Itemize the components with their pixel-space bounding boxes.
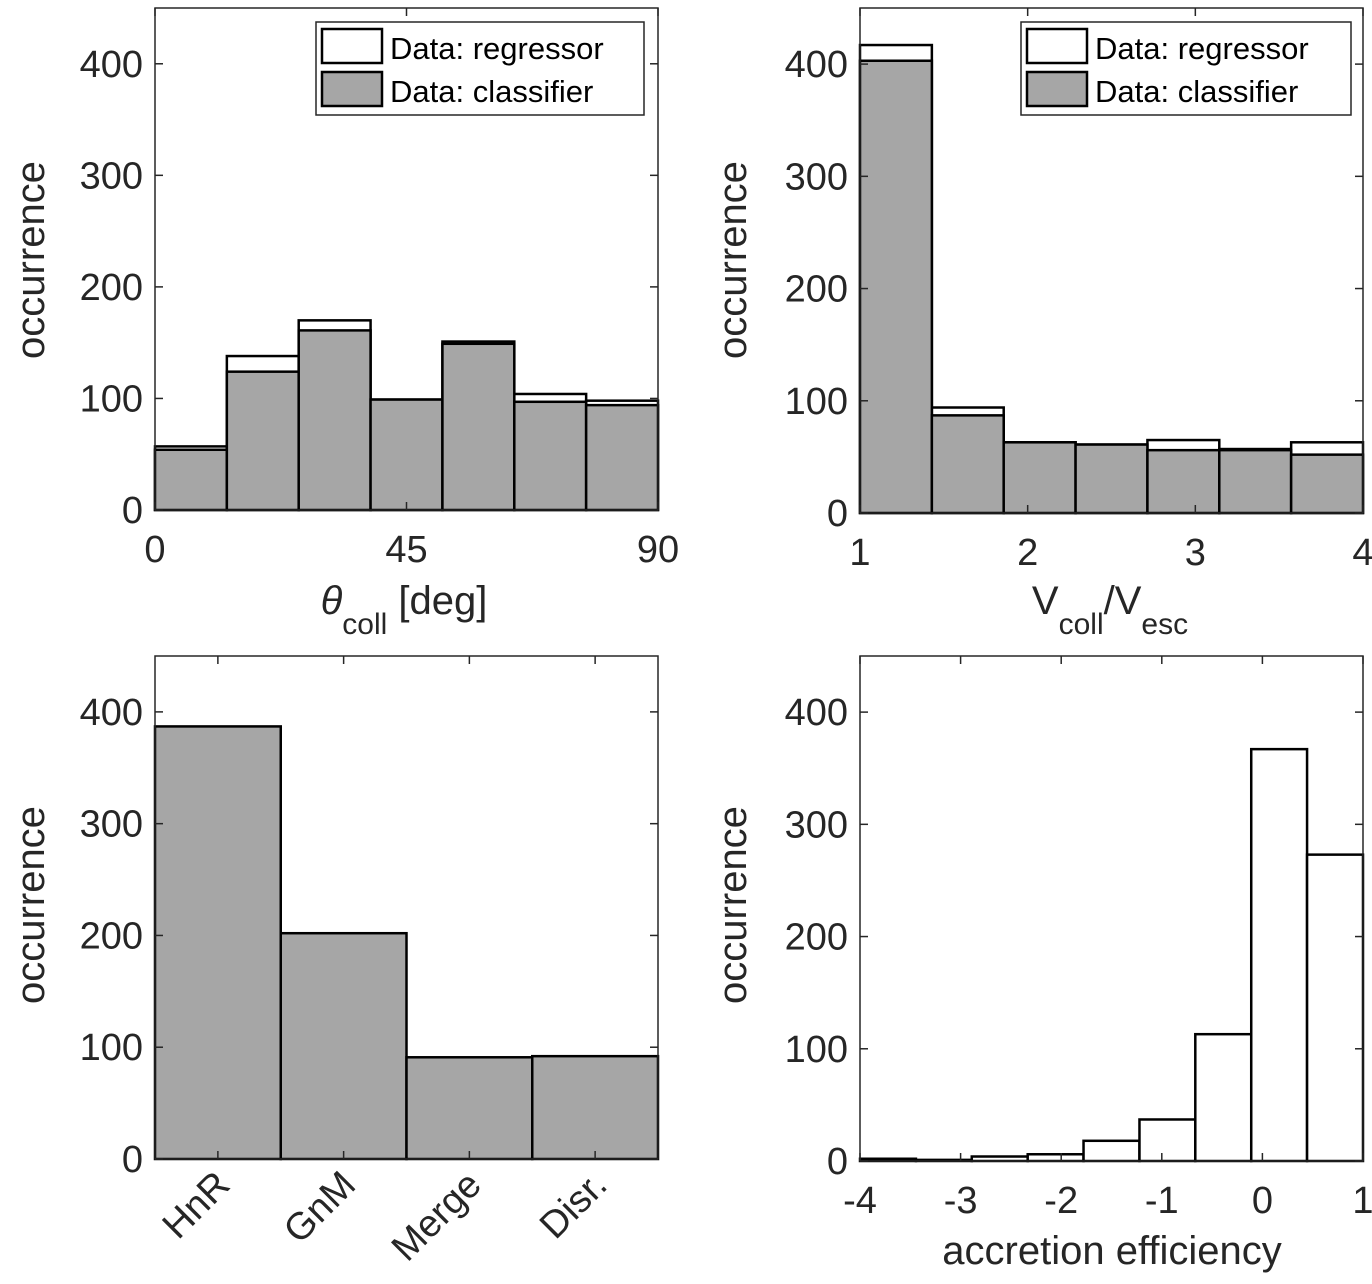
bar-classifier-0 xyxy=(153,725,282,1161)
y-tick-label: 200 xyxy=(785,269,848,311)
y-tick-label: 100 xyxy=(785,1029,848,1071)
legend-label-classifier: Data: classifier xyxy=(390,74,593,109)
legend-swatch-regressor xyxy=(320,27,384,65)
y-tick-label: 100 xyxy=(785,381,848,423)
x-axis-label: accretion efficiency xyxy=(942,1229,1281,1273)
x-axis-label: θcoll [deg] xyxy=(321,579,488,641)
bar-regressor-3 xyxy=(1026,1153,1085,1163)
x-tick-label: 45 xyxy=(385,529,427,571)
y-tick-label: 300 xyxy=(80,804,143,846)
x-tick-label: 90 xyxy=(637,529,679,571)
x-tick-label: 3 xyxy=(1185,532,1206,574)
legend-label-regressor: Data: regressor xyxy=(390,31,604,66)
y-tick-label: 100 xyxy=(80,1027,143,1069)
bar-regressor-7 xyxy=(1249,747,1309,1163)
panel-accretion-efficiency: 0 100 200 300 400 -4 -3 -2 -1 0 1 occurrence accre… xyxy=(711,655,1372,1273)
x-tick-label: 0 xyxy=(1252,1180,1273,1222)
y-tick-label: 0 xyxy=(122,1139,143,1181)
bar-classifier-1 xyxy=(930,414,1005,515)
x-tick-label: -4 xyxy=(843,1180,877,1222)
panel-v-ratio: 0 100 200 300 400 1 2 3 4 Data: regressor Data: … xyxy=(711,7,1372,641)
panel-outcome-class: 0 100 200 300 400 HnR GnM Merge Disr. occurrence xyxy=(9,655,660,1270)
bar-regressor-6 xyxy=(1194,1032,1253,1163)
bar-classifier-2 xyxy=(297,329,372,512)
bar-regressor-8 xyxy=(1305,853,1365,1163)
legend-swatch-classifier xyxy=(1025,70,1089,108)
legend: Data: regressor Data: classifier xyxy=(1020,21,1352,116)
legend-label-regressor: Data: regressor xyxy=(1095,31,1309,66)
legend-swatch-regressor xyxy=(1025,27,1089,65)
x-tick-label: Merge xyxy=(384,1164,490,1270)
x-tick-label: 0 xyxy=(144,529,165,571)
y-tick-label: 0 xyxy=(122,490,143,532)
x-tick-label: 2 xyxy=(1017,532,1038,574)
x-tick-label: -2 xyxy=(1044,1180,1078,1222)
legend-swatch-classifier xyxy=(320,70,384,108)
x-tick-label: 1 xyxy=(1352,1180,1372,1222)
bar-classifier-0 xyxy=(858,59,934,515)
legend: Data: regressor Data: classifier xyxy=(315,21,645,116)
bar-classifier-0 xyxy=(153,448,229,512)
bar-classifier-5 xyxy=(1218,448,1293,515)
bar-classifier-6 xyxy=(584,403,660,512)
bar-classifier-2 xyxy=(405,1056,534,1161)
x-tick-label: -1 xyxy=(1145,1180,1179,1222)
bar-classifier-3 xyxy=(531,1054,660,1161)
y-tick-label: 200 xyxy=(785,917,848,959)
y-axis-label: occurrence xyxy=(711,806,755,1004)
x-tick-label: 4 xyxy=(1352,532,1372,574)
y-tick-label: 300 xyxy=(785,156,848,198)
y-tick-label: 200 xyxy=(80,915,143,957)
y-tick-label: 300 xyxy=(785,804,848,846)
x-tick-label: -3 xyxy=(944,1180,978,1222)
bar-classifier-6 xyxy=(1289,453,1365,515)
legend-label-classifier: Data: classifier xyxy=(1095,74,1298,109)
x-tick-label: Disr. xyxy=(532,1164,615,1247)
y-tick-label: 0 xyxy=(827,1141,848,1183)
y-tick-label: 400 xyxy=(785,692,848,734)
x-tick-label: GnM xyxy=(276,1164,364,1252)
bar-classifier-4 xyxy=(1146,448,1221,515)
y-tick-label: 400 xyxy=(80,44,143,86)
bar-classifier-3 xyxy=(369,398,444,512)
bar-regressor-4 xyxy=(1082,1139,1141,1163)
bar-classifier-1 xyxy=(225,370,300,512)
x-tick-label: HnR xyxy=(155,1164,238,1247)
axes-box xyxy=(154,655,659,1160)
y-tick-label: 200 xyxy=(80,267,143,309)
y-tick-label: 0 xyxy=(827,493,848,535)
panel-theta-coll: 0 100 200 300 400 0 45 90 Data: regressor Data:… xyxy=(9,7,679,641)
y-tick-label: 400 xyxy=(80,692,143,734)
bar-classifier-2 xyxy=(1002,441,1077,515)
bar-regressor-5 xyxy=(1138,1118,1197,1163)
y-axis-label: occurrence xyxy=(711,161,755,359)
y-tick-label: 100 xyxy=(80,378,143,420)
axes-box xyxy=(859,7,1364,514)
bar-classifier-1 xyxy=(279,931,408,1161)
y-tick-label: 400 xyxy=(785,44,848,86)
axes-box xyxy=(859,655,1364,1162)
x-axis-label: Vcoll/Vesc xyxy=(1032,579,1188,641)
x-tick-label: 1 xyxy=(849,532,870,574)
bar-classifier-5 xyxy=(513,400,588,512)
y-tick-label: 300 xyxy=(80,155,143,197)
bar-classifier-4 xyxy=(441,342,516,512)
y-axis-label: occurrence xyxy=(9,806,53,1004)
y-axis-label: occurrence xyxy=(9,161,53,359)
bar-classifier-3 xyxy=(1074,443,1149,515)
